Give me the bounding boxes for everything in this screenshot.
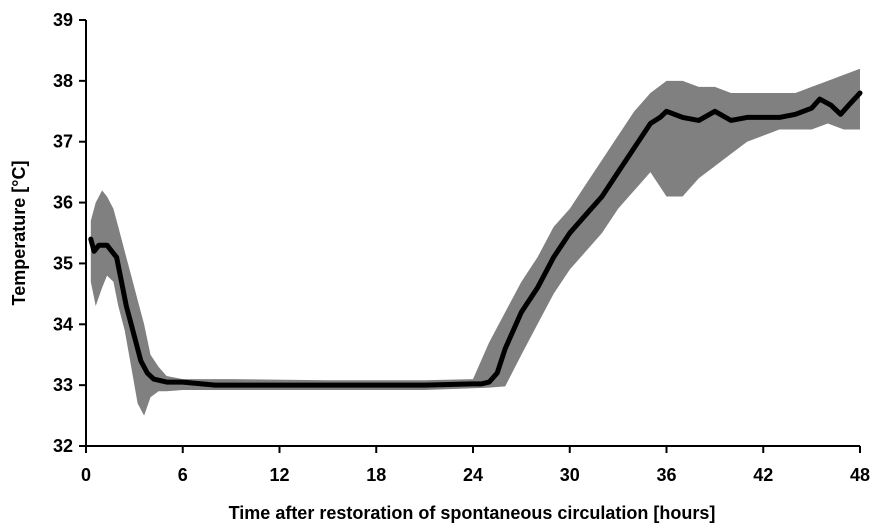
x-tick-label: 24 — [463, 465, 483, 485]
std-dev-band — [90, 68, 861, 416]
y-axis-title: Temperature [°C] — [9, 161, 29, 306]
x-tick-label: 48 — [850, 465, 870, 485]
x-tick-label: 6 — [178, 465, 188, 485]
x-ticks: 0 6 12 18 24 30 36 42 48 — [81, 446, 870, 485]
y-tick-label: 36 — [53, 193, 73, 213]
y-tick-label: 32 — [53, 436, 73, 456]
x-tick-label: 12 — [269, 465, 289, 485]
y-tick-label: 35 — [53, 253, 73, 273]
plot-area — [88, 68, 863, 416]
y-tick-label: 39 — [53, 10, 73, 30]
x-tick-label: 42 — [753, 465, 773, 485]
y-tick-label: 37 — [53, 132, 73, 152]
x-axis-title: Time after restoration of spontaneous ci… — [229, 503, 716, 523]
x-tick-label: 36 — [656, 465, 676, 485]
y-tick-label: 34 — [53, 314, 73, 334]
y-tick-label: 38 — [53, 71, 73, 91]
y-tick-label: 33 — [53, 375, 73, 395]
x-tick-label: 18 — [366, 465, 386, 485]
x-tick-label: 30 — [560, 465, 580, 485]
mean-temperature-line — [88, 90, 863, 388]
x-tick-label: 0 — [81, 465, 91, 485]
y-ticks: 32 33 34 35 36 37 38 39 — [53, 10, 86, 456]
